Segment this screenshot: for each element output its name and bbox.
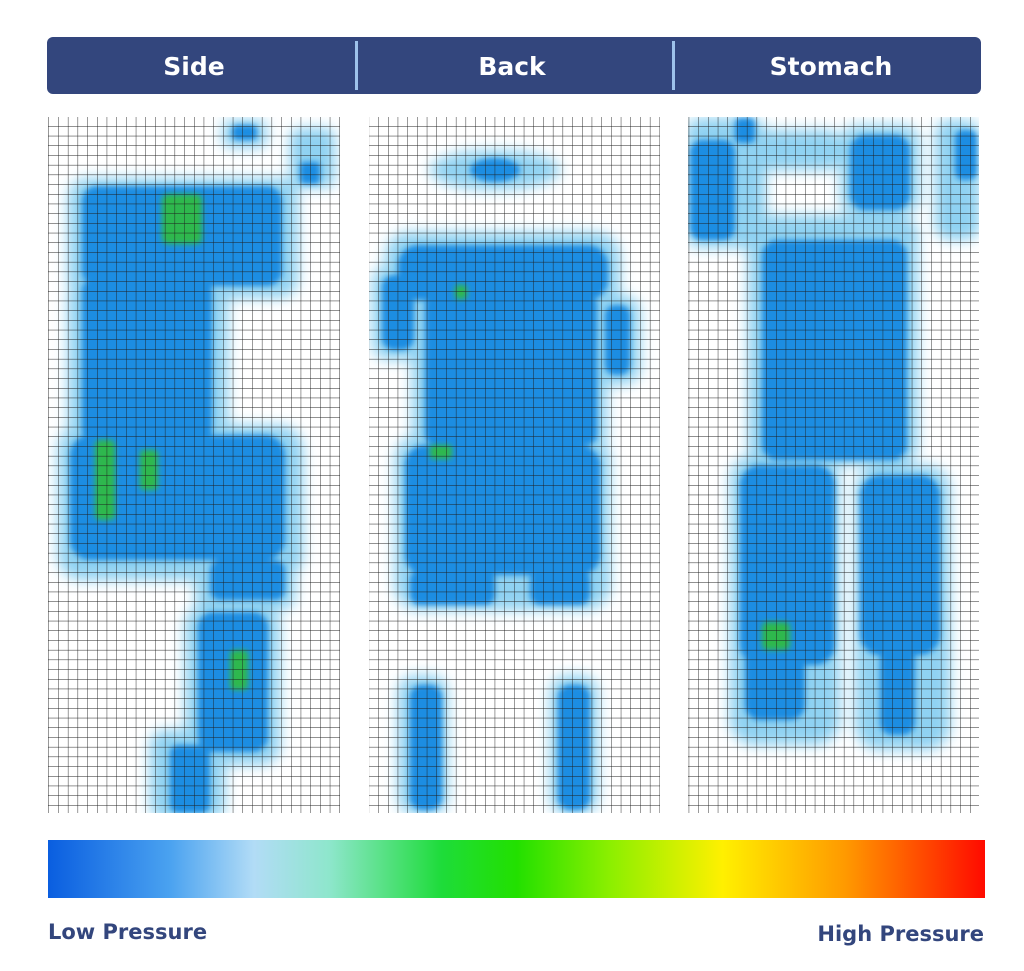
- position-label: Side: [163, 52, 224, 81]
- scale-label: Low Pressure: [48, 920, 207, 944]
- pressure-scale: [48, 840, 985, 898]
- header-bar: [47, 37, 981, 94]
- back-map: [369, 117, 660, 813]
- side-map: [48, 117, 340, 813]
- position-label: Stomach: [770, 52, 893, 81]
- divider: [355, 41, 358, 90]
- divider: [672, 41, 675, 90]
- position-label: Back: [478, 52, 547, 81]
- stomach-map: [688, 117, 979, 813]
- scale-label: High Pressure: [817, 922, 984, 946]
